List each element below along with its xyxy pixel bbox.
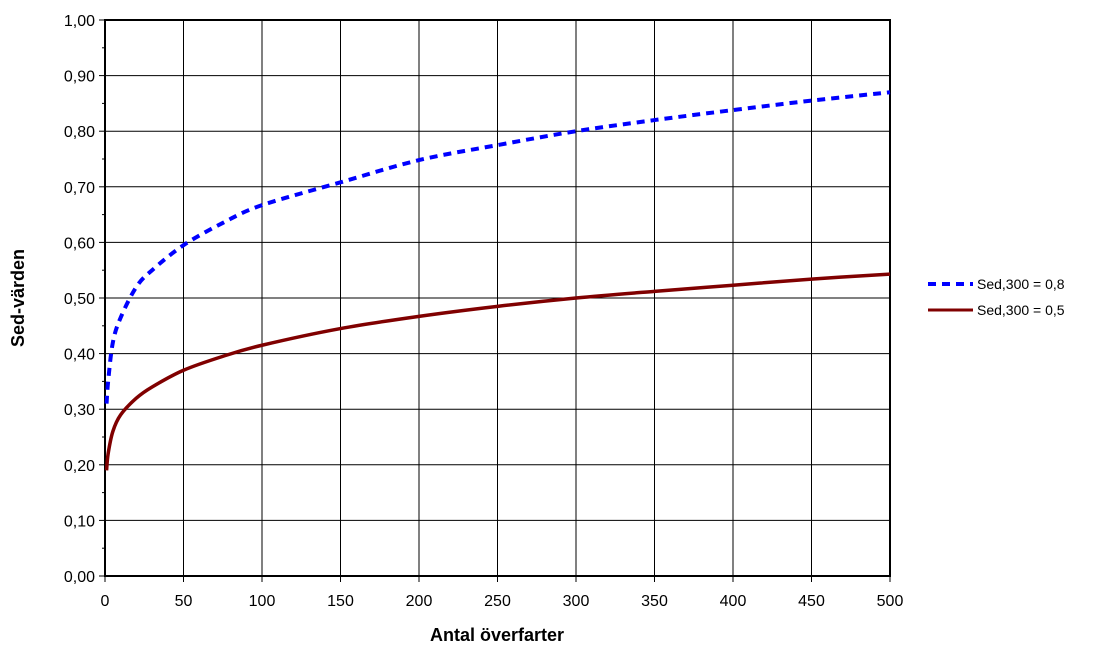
y-axis-title: Sed-värden xyxy=(8,249,28,347)
y-tick-label: 1,00 xyxy=(64,13,95,30)
y-tick-label: 0,70 xyxy=(64,180,95,197)
x-tick-label: 200 xyxy=(406,593,433,610)
y-tick-label: 0,90 xyxy=(64,69,95,86)
x-tick-label: 250 xyxy=(484,593,511,610)
x-axis-title: Antal överfarter xyxy=(430,625,564,645)
y-tick-label: 0,80 xyxy=(64,124,95,141)
legend-label-1: Sed,300 = 0,8 xyxy=(977,276,1065,292)
series-line-1 xyxy=(104,90,891,404)
y-tick-label: 0,00 xyxy=(64,569,95,586)
x-tick-label: 350 xyxy=(641,593,668,610)
x-tick-label: 300 xyxy=(563,593,590,610)
legend: Sed,300 = 0,8 Sed,300 = 0,5 xyxy=(928,276,1065,318)
x-tick-label: 150 xyxy=(327,593,354,610)
grid xyxy=(105,20,890,576)
x-tick-label: 50 xyxy=(175,593,193,610)
series-group xyxy=(104,90,891,471)
y-tick-label: 0,40 xyxy=(64,347,95,364)
x-tick-label: 100 xyxy=(249,593,276,610)
y-tick-label: 0,10 xyxy=(64,513,95,530)
y-tick-label: 0,20 xyxy=(64,458,95,475)
x-tick-label: 400 xyxy=(720,593,747,610)
series-line-2 xyxy=(104,272,891,471)
y-tick-label: 0,50 xyxy=(64,291,95,308)
x-tick-label: 0 xyxy=(101,593,110,610)
y-tick-label: 0,30 xyxy=(64,402,95,419)
y-tick-label: 0,60 xyxy=(64,235,95,252)
x-tick-label: 500 xyxy=(877,593,904,610)
legend-label-2: Sed,300 = 0,5 xyxy=(977,302,1065,318)
axis-ticks: 0,00 0,10 0,20 0,30 0,40 0,50 0,60 0,70 0,80 0,90… xyxy=(64,13,904,610)
x-tick-label: 450 xyxy=(798,593,825,610)
